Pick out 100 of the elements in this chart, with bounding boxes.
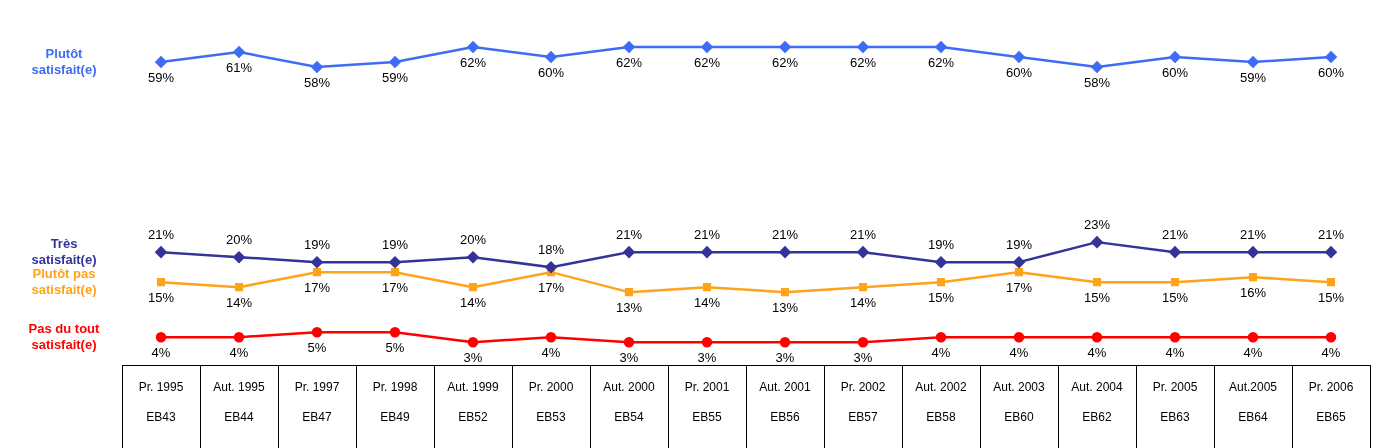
category-label: Pr. 2002 EB57 <box>840 380 886 424</box>
point <box>156 278 166 287</box>
point <box>312 268 322 277</box>
data-label: 60% <box>1161 65 1189 81</box>
data-label: 62% <box>693 55 721 71</box>
point <box>1091 331 1103 343</box>
point <box>935 256 947 268</box>
data-label: 14% <box>225 295 253 311</box>
data-label: 21% <box>1239 227 1267 243</box>
category-label: Aut. 2000 EB54 <box>603 380 655 424</box>
point <box>857 336 869 348</box>
point <box>389 56 401 68</box>
data-label: 20% <box>225 232 253 248</box>
point <box>1326 278 1336 287</box>
point <box>1013 256 1025 268</box>
text: Pas du tout satisfait(e) <box>28 320 101 352</box>
data-label: 59% <box>1239 70 1267 86</box>
point <box>155 331 167 343</box>
category-label: Aut. 2001 EB56 <box>759 380 811 424</box>
point <box>467 336 479 348</box>
category-label: Aut. 1995 EB44 <box>213 380 265 424</box>
point <box>234 283 244 292</box>
category-label: Pr. 1995 EB43 <box>138 380 184 424</box>
point <box>702 283 712 292</box>
data-label: 59% <box>147 70 175 86</box>
data-label: 21% <box>693 227 721 243</box>
data-label: 16% <box>1239 285 1267 301</box>
point <box>857 41 869 53</box>
point <box>467 251 479 263</box>
data-label: 21% <box>147 227 175 243</box>
text: Très satisfait(e) <box>31 235 97 267</box>
point <box>233 46 245 58</box>
point <box>779 336 791 348</box>
point <box>389 326 401 338</box>
point <box>935 331 947 343</box>
point <box>779 41 791 53</box>
point <box>1170 278 1180 287</box>
data-label: 4% <box>229 345 249 361</box>
point <box>545 331 557 343</box>
point <box>936 278 946 287</box>
category-label: Pr. 1998 EB49 <box>372 380 418 424</box>
point <box>701 336 713 348</box>
data-label: 19% <box>927 237 955 253</box>
point <box>1091 236 1103 248</box>
data-label: 15% <box>147 290 175 306</box>
point <box>779 246 791 258</box>
data-label: 4% <box>1087 345 1107 361</box>
data-label: 15% <box>1161 290 1189 306</box>
data-label: 21% <box>615 227 643 243</box>
data-label: 60% <box>537 65 565 81</box>
data-label: 17% <box>303 280 331 296</box>
point <box>1325 246 1337 258</box>
data-label: 21% <box>849 227 877 243</box>
data-label: 4% <box>1243 345 1263 361</box>
point <box>1091 61 1103 73</box>
point <box>701 246 713 258</box>
point <box>1248 273 1258 282</box>
point <box>1169 51 1181 63</box>
data-label: 3% <box>853 350 873 366</box>
data-label: 21% <box>1161 227 1189 243</box>
point <box>1247 56 1259 68</box>
category-label: Pr. 2005 EB63 <box>1152 380 1198 424</box>
data-label: 4% <box>1009 345 1029 361</box>
point <box>1014 268 1024 277</box>
point <box>545 51 557 63</box>
category-label: Aut. 2003 EB60 <box>993 380 1045 424</box>
data-label: 62% <box>771 55 799 71</box>
data-label: 17% <box>381 280 409 296</box>
data-label: 60% <box>1317 65 1345 81</box>
data-label: 18% <box>537 242 565 258</box>
data-label: 5% <box>385 340 405 356</box>
data-label: 3% <box>619 350 639 366</box>
point <box>155 246 167 258</box>
point <box>623 336 635 348</box>
data-label: 15% <box>1083 290 1111 306</box>
point <box>311 61 323 73</box>
category-label: Pr. 1997 EB47 <box>294 380 340 424</box>
data-label: 4% <box>1321 345 1341 361</box>
data-label: 13% <box>615 300 643 316</box>
data-label: 58% <box>303 75 331 91</box>
data-label: 19% <box>303 237 331 253</box>
data-label: 23% <box>1083 217 1111 233</box>
data-label: 19% <box>1005 237 1033 253</box>
point <box>311 256 323 268</box>
point <box>155 56 167 68</box>
data-label: 58% <box>1083 75 1111 91</box>
data-label: 3% <box>697 350 717 366</box>
data-label: 17% <box>537 280 565 296</box>
point <box>1169 246 1181 258</box>
data-label: 21% <box>1317 227 1345 243</box>
data-label: 15% <box>927 290 955 306</box>
data-label: 14% <box>459 295 487 311</box>
point <box>1013 51 1025 63</box>
point <box>1247 331 1259 343</box>
data-label: 61% <box>225 60 253 76</box>
data-label: 19% <box>381 237 409 253</box>
data-label: 20% <box>459 232 487 248</box>
point <box>1325 331 1337 343</box>
point <box>701 41 713 53</box>
category-label: Aut.2005 EB64 <box>1228 380 1278 424</box>
